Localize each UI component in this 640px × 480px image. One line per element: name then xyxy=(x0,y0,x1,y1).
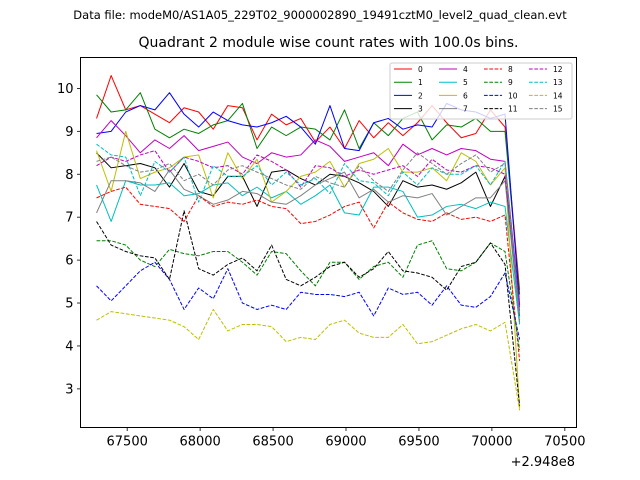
legend-label-15: 15 xyxy=(553,105,563,114)
plot-frame xyxy=(80,57,577,428)
y-tick-label: 7 xyxy=(65,211,73,226)
axes-layer: 67500 68000 68500 69000 69500 70000 70500 3 4 5 6 7… xyxy=(57,57,586,450)
x-tick-label: 70500 xyxy=(544,435,585,450)
series-line-11 xyxy=(96,210,521,407)
legend-label-11: 11 xyxy=(508,105,518,114)
y-tick-label: 9 xyxy=(65,125,73,140)
series-line-4 xyxy=(96,120,521,308)
series-line-14 xyxy=(96,308,521,411)
data-file-caption: Data file: modeM0/AS1A05_229T02_90000028… xyxy=(73,8,567,22)
legend-label-7: 7 xyxy=(463,105,468,114)
series-line-7 xyxy=(96,169,521,323)
y-tick-label: 6 xyxy=(65,254,73,269)
series-line-1 xyxy=(96,92,521,295)
series-line-10 xyxy=(96,261,521,340)
series-layer xyxy=(96,75,521,411)
legend-label-12: 12 xyxy=(553,65,563,74)
y-tick-label: 8 xyxy=(65,168,73,183)
series-line-12 xyxy=(96,150,521,312)
series-line-8 xyxy=(96,186,521,362)
legend-label-10: 10 xyxy=(508,91,518,100)
legend-box xyxy=(389,62,573,120)
x-tick-label: 68000 xyxy=(179,435,220,450)
legend-label-4: 4 xyxy=(463,65,468,74)
y-tick-label: 4 xyxy=(65,339,73,354)
x-tick-label: 69000 xyxy=(325,435,366,450)
legend-label-1: 1 xyxy=(418,78,423,87)
x-tick-label: 68500 xyxy=(252,435,293,450)
series-line-2 xyxy=(96,92,521,306)
x-tick-label: 69500 xyxy=(398,435,439,450)
legend-label-6: 6 xyxy=(463,91,468,100)
series-line-15 xyxy=(96,152,521,316)
series-line-9 xyxy=(96,240,521,351)
y-tick-label: 5 xyxy=(65,297,73,312)
legend-label-9: 9 xyxy=(508,78,513,87)
y-tick-label: 3 xyxy=(65,382,73,397)
legend-label-0: 0 xyxy=(418,65,423,74)
legend-label-13: 13 xyxy=(553,78,563,87)
x-offset-label: +2.948e8 xyxy=(511,455,575,470)
series-line-5 xyxy=(96,180,521,325)
chart-title: Quadrant 2 module wise count rates with … xyxy=(138,35,519,51)
legend-label-2: 2 xyxy=(418,91,423,100)
legend-label-14: 14 xyxy=(553,91,563,100)
legend-label-5: 5 xyxy=(463,78,468,87)
legend-label-3: 3 xyxy=(418,105,423,114)
legend-label-8: 8 xyxy=(508,65,513,74)
y-tick-label: 10 xyxy=(57,82,74,97)
series-line-3 xyxy=(96,152,521,316)
x-tick-label: 67500 xyxy=(107,435,148,450)
x-tick-label: 70000 xyxy=(471,435,512,450)
